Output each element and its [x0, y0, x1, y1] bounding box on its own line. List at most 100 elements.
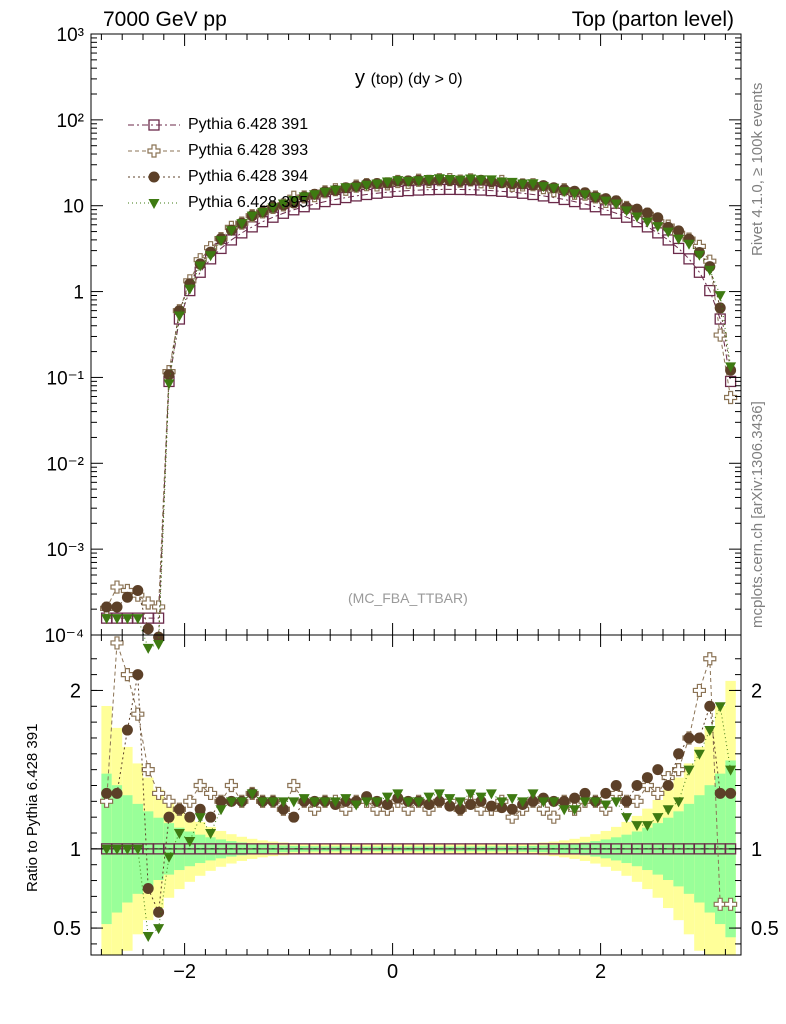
data-point-ratio [361, 797, 373, 808]
data-point-ratio [132, 844, 144, 855]
data-point-main [132, 614, 144, 625]
data-point-ratio [527, 789, 539, 800]
data-point-ratio [340, 794, 352, 805]
data-point-main [423, 175, 435, 186]
data-point-ratio [204, 786, 218, 801]
data-point-ratio [714, 787, 726, 799]
data-point-ratio [704, 700, 716, 712]
data-point-ratio [465, 799, 477, 811]
data-point-main [257, 207, 269, 218]
data-point-ratio [704, 726, 716, 737]
data-point-main [569, 189, 581, 200]
data-point-ratio [662, 805, 674, 816]
data-point-ratio [547, 810, 561, 824]
data-point-main [537, 182, 549, 193]
data-point-ratio [641, 772, 653, 784]
data-point-ratio [370, 802, 384, 816]
data-point-main [121, 591, 133, 603]
data-point-main [142, 623, 154, 635]
data-point-main [662, 227, 674, 238]
data-point-ratio [423, 799, 435, 811]
data-point-ratio [725, 765, 737, 776]
data-point-ratio [662, 779, 674, 791]
data-point-main [621, 206, 633, 217]
data-point-main [142, 643, 154, 654]
y-tick-label: 10⁻³ [47, 540, 85, 561]
data-point-main [132, 584, 144, 596]
data-point-main [517, 179, 529, 190]
y-tick-label: 10⁻⁴ [45, 626, 84, 647]
observable-title-main: y [355, 67, 365, 89]
data-point-ratio [537, 797, 549, 808]
data-point-ratio [153, 924, 165, 935]
legend-entry: Pythia 6.428 391 [126, 112, 308, 138]
ratio-tick-label-left: 2 [70, 680, 81, 702]
data-point-ratio [621, 795, 633, 807]
data-point-main [683, 253, 695, 265]
data-point-ratio [401, 802, 415, 816]
data-point-ratio [288, 797, 300, 808]
data-point-ratio [152, 786, 166, 801]
data-point-main [163, 379, 175, 390]
data-point-ratio [683, 732, 695, 744]
data-point-ratio [506, 803, 518, 815]
data-point-ratio [184, 836, 196, 847]
data-point-ratio [111, 844, 123, 855]
ratio-y-axis-label: Ratio to Pythia 6.428 391 [24, 723, 41, 892]
data-point-ratio [454, 797, 466, 808]
data-point-ratio [277, 803, 289, 815]
data-point-ratio [454, 803, 466, 815]
data-point-ratio [558, 795, 570, 807]
data-point-ratio [610, 779, 622, 791]
data-point-main [558, 187, 570, 198]
data-point-main [673, 225, 685, 237]
data-point-ratio [693, 732, 705, 744]
y-tick-label: 10⁻² [47, 454, 85, 475]
data-point-ratio [569, 805, 581, 816]
legend-entry: Pythia 6.428 394 [126, 164, 308, 190]
legend-symbol [148, 171, 160, 183]
data-point-ratio [621, 813, 633, 824]
data-point-ratio [631, 821, 643, 832]
data-point-main [141, 596, 155, 610]
data-point-main [610, 199, 622, 210]
data-point-main [392, 176, 404, 187]
data-point-ratio [205, 811, 217, 823]
legend-entry: Pythia 6.428 395 [126, 190, 308, 216]
data-point-ratio [120, 668, 134, 682]
data-point-main [288, 195, 300, 206]
data-point-ratio [121, 844, 133, 855]
data-point-ratio [298, 794, 310, 805]
data-point-ratio [184, 811, 196, 823]
x-tick-label: −2 [173, 961, 196, 983]
ratio-plot-frame [90, 634, 742, 956]
data-point-main [506, 177, 518, 188]
data-point-ratio [110, 636, 124, 650]
data-point-ratio [536, 802, 550, 816]
y-tick-label: 10³ [57, 25, 84, 46]
data-point-ratio [142, 882, 154, 894]
data-point-ratio [101, 787, 113, 799]
data-point-ratio [692, 683, 706, 698]
data-point-main [110, 580, 124, 594]
data-point-ratio [236, 797, 248, 808]
data-point-ratio [433, 795, 445, 807]
data-point-ratio [569, 792, 581, 804]
data-point-ratio [496, 797, 508, 808]
data-point-main [713, 328, 727, 342]
data-point-main [527, 179, 539, 190]
data-point-ratio [277, 797, 289, 808]
legend-marker-393 [128, 144, 180, 158]
legend: Pythia 6.428 391 Pythia 6.428 393 Pythia… [126, 112, 308, 216]
data-point-main [714, 291, 726, 302]
ratio-tick-label-right: 0.5 [751, 918, 779, 940]
data-point-ratio [444, 800, 456, 812]
data-point-ratio [651, 786, 665, 801]
data-point-ratio [132, 669, 144, 681]
data-point-main [111, 601, 123, 613]
data-point-main [673, 234, 685, 245]
data-point-ratio [350, 800, 362, 811]
observable-title: y (top) (dy > 0) [355, 67, 463, 90]
data-point-ratio [527, 795, 539, 807]
